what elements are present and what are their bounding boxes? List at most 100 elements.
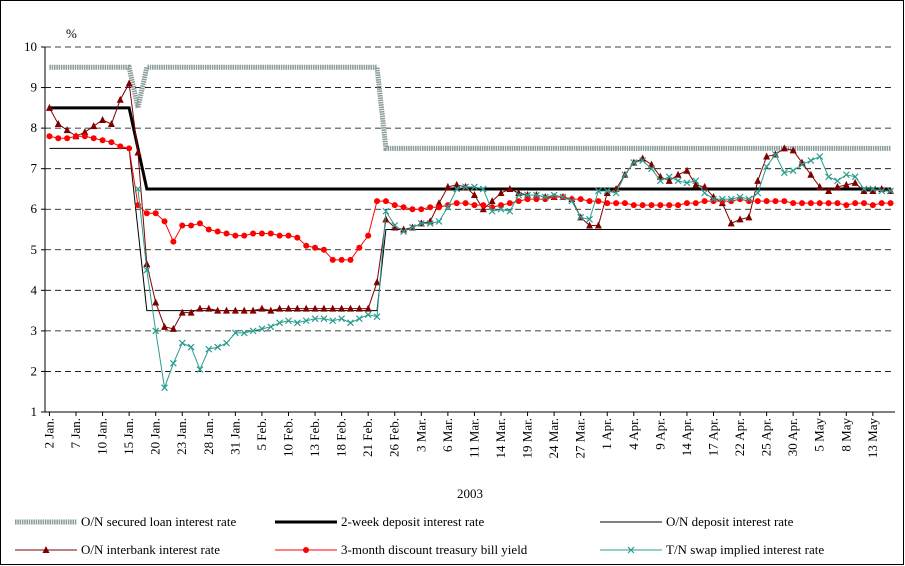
x-tick-label: 5 Feb. (254, 418, 269, 451)
point-marker (648, 160, 656, 168)
point-marker (515, 191, 523, 199)
point-marker (64, 135, 71, 142)
point-marker (488, 207, 496, 215)
x-tick-label: 22 Apr. (732, 418, 747, 456)
point-marker (488, 197, 496, 205)
legend-label: O/N deposit interest rate (666, 514, 794, 529)
y-tick-label: 4 (31, 282, 38, 297)
point-marker (621, 200, 628, 207)
point-marker (400, 204, 407, 211)
point-marker (391, 223, 399, 231)
y-tick-label: 7 (31, 161, 38, 176)
point-marker (214, 228, 221, 235)
point-marker (303, 547, 309, 553)
point-marker (400, 228, 408, 235)
point-marker (249, 327, 257, 335)
point-marker (639, 202, 646, 209)
x-tick-label: 10 Jan. (95, 418, 110, 455)
y-tick-label: 2 (31, 363, 38, 378)
point-marker (117, 143, 124, 150)
point-marker (479, 205, 487, 213)
point-marker (205, 345, 213, 353)
point-marker (90, 135, 97, 142)
point-marker (382, 215, 390, 223)
point-marker (497, 205, 505, 213)
point-marker (887, 187, 894, 195)
point-marker (887, 200, 894, 207)
point-marker (674, 170, 682, 178)
point-marker (843, 202, 850, 209)
point-marker (223, 230, 230, 237)
point-marker (249, 306, 257, 314)
x-tick-label: 7 Jan. (68, 418, 83, 448)
point-marker (480, 202, 487, 209)
point-marker (258, 304, 266, 312)
point-marker (515, 189, 523, 196)
point-marker (320, 304, 328, 312)
point-marker (169, 359, 177, 367)
point-marker (347, 256, 354, 263)
point-marker (586, 215, 593, 223)
point-marker (382, 198, 389, 205)
point-marker (258, 230, 265, 237)
point-marker (355, 304, 363, 312)
point-marker (188, 222, 195, 229)
point-marker (550, 191, 558, 199)
x-tick-label: 21 Feb. (360, 418, 375, 457)
point-marker (648, 165, 655, 173)
x-tick-label: 14 Mar. (493, 418, 508, 458)
point-marker (736, 215, 744, 223)
point-marker (594, 221, 602, 229)
x-tick-label: 4 Apr. (626, 418, 641, 450)
point-marker (745, 198, 752, 205)
point-marker (594, 187, 602, 195)
point-marker (542, 196, 549, 203)
point-marker (365, 232, 372, 239)
x-tick-label: 8 May (838, 418, 853, 452)
point-marker (754, 176, 762, 184)
point-marker (630, 159, 638, 167)
point-marker (240, 329, 248, 337)
point-marker (391, 222, 399, 229)
legend-label: O/N interbank interest rate (81, 542, 220, 557)
point-marker (595, 198, 602, 205)
x-tick-label: 25 Apr. (759, 418, 774, 456)
point-marker (772, 198, 779, 205)
point-marker (807, 157, 815, 164)
point-marker (878, 187, 886, 195)
point-marker (613, 200, 620, 207)
point-marker (789, 167, 797, 175)
point-marker (763, 163, 771, 171)
x-tick-label: 28 Jan. (201, 418, 216, 455)
point-marker (683, 200, 690, 207)
point-marker (81, 128, 89, 136)
point-marker (293, 319, 301, 327)
point-marker (347, 319, 354, 327)
point-marker (152, 298, 160, 306)
point-marker (869, 186, 877, 194)
y-tick-label: 1 (31, 404, 38, 419)
point-marker (338, 315, 346, 323)
point-marker (241, 232, 248, 239)
point-marker (152, 327, 160, 335)
point-marker (99, 116, 107, 123)
point-marker (790, 200, 797, 207)
point-marker (293, 304, 301, 312)
point-marker (745, 213, 753, 221)
x-tick-label: 24 Mar. (546, 418, 561, 458)
point-marker (834, 177, 841, 185)
point-marker (285, 232, 292, 239)
point-marker (825, 200, 832, 207)
legend-label: O/N secured loan interest rate (81, 514, 236, 529)
legend-label: T/N swap implied interest rate (666, 542, 824, 557)
x-tick-label: 9 Apr. (652, 418, 667, 450)
x-tick-label: 10 Feb. (280, 418, 295, 457)
point-marker (763, 198, 770, 205)
point-marker (852, 200, 859, 207)
x-tick-label: 13 Feb. (307, 418, 322, 457)
x-tick-label: 2 Jan. (41, 418, 56, 448)
point-marker (506, 184, 514, 192)
point-marker (860, 185, 868, 193)
x-tick-label: 14 Apr. (679, 418, 694, 456)
